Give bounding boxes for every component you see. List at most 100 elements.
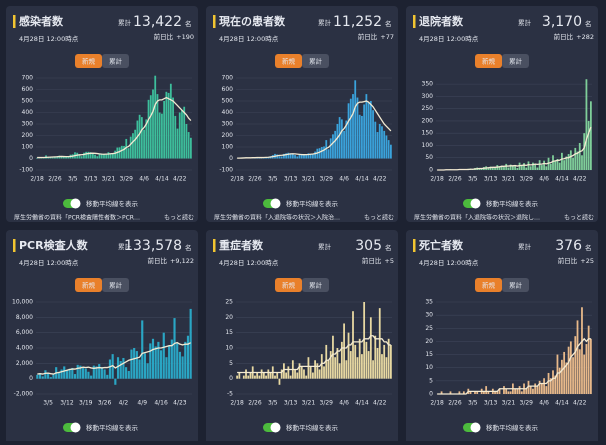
bar	[74, 374, 76, 379]
bar	[133, 348, 135, 379]
tab-label[interactable]: 累計	[509, 281, 523, 290]
x-tick-label: 3/21	[502, 400, 516, 407]
bar	[143, 130, 145, 159]
bar	[539, 381, 541, 394]
bar	[114, 379, 116, 385]
bar	[586, 79, 588, 170]
tab-label[interactable]: 新規	[282, 57, 296, 66]
tab-label[interactable]: 累計	[309, 57, 323, 66]
x-tick-label: 3/13	[484, 176, 498, 183]
bar	[120, 361, 122, 379]
bar	[537, 386, 539, 394]
bar	[552, 370, 554, 394]
bar	[381, 354, 383, 379]
bar	[383, 131, 385, 159]
bar	[523, 163, 525, 170]
toggle-knob[interactable]	[471, 199, 481, 209]
x-tick-label: 4/2	[119, 400, 129, 407]
tab-label[interactable]: 累計	[109, 57, 123, 66]
bar	[505, 164, 507, 170]
toggle-label[interactable]: 移動平均線を表示	[286, 199, 339, 208]
bar	[103, 154, 105, 158]
bar	[352, 311, 354, 378]
tab-label[interactable]: 新規	[282, 281, 296, 290]
bar	[308, 357, 310, 378]
diff-value: +190	[176, 33, 194, 41]
toggle-label[interactable]: 移動平均線を表示	[86, 199, 139, 208]
total-unit: 名	[585, 19, 592, 28]
toggle-knob[interactable]	[271, 199, 281, 209]
tab-label[interactable]: 新規	[482, 281, 496, 290]
bar	[36, 375, 38, 379]
tab-label[interactable]: 新規	[82, 281, 96, 290]
bar	[128, 371, 130, 379]
bar	[159, 113, 161, 159]
y-tick-label: 5	[229, 360, 233, 367]
as-of-date: 4月28日 12:00時点	[419, 35, 479, 43]
tab-label[interactable]: 新規	[82, 57, 96, 66]
bar	[141, 117, 143, 158]
x-tick-label: 3/21	[102, 176, 116, 183]
x-tick-label: 3/5	[268, 176, 278, 183]
bar	[161, 114, 163, 159]
total-value: 305	[355, 238, 382, 254]
bar	[343, 131, 345, 159]
toggle-label[interactable]: 移動平均線を表示	[486, 423, 539, 432]
y-tick-label: 0	[429, 391, 433, 398]
total-label: 累計	[118, 18, 132, 27]
read-more[interactable]: もっと読む	[564, 214, 594, 222]
y-tick-label: 250	[422, 105, 434, 112]
y-tick-label: 200	[222, 132, 234, 139]
diff-label: 前日比	[358, 32, 378, 41]
toggle-label[interactable]: 移動平均線を表示	[86, 423, 139, 432]
bar	[296, 156, 298, 158]
x-tick-label: 3/29	[120, 176, 134, 183]
read-more[interactable]: もっと読む	[164, 214, 194, 222]
toggle-knob[interactable]	[71, 423, 81, 433]
tab-label[interactable]: 累計	[309, 281, 323, 290]
x-tick-label: 3/5	[68, 176, 78, 183]
total-value: 133,578	[124, 238, 182, 254]
tab-label[interactable]: 累計	[109, 281, 123, 290]
toggle-label[interactable]: 移動平均線を表示	[486, 199, 539, 208]
bar	[561, 360, 563, 394]
bar	[563, 160, 565, 170]
tab-label[interactable]: 累計	[509, 57, 523, 66]
total-value: 13,422	[133, 14, 182, 30]
toggle-label[interactable]: 移動平均線を表示	[286, 423, 339, 432]
bar	[245, 369, 247, 378]
bar	[190, 138, 192, 159]
bar	[579, 349, 581, 394]
toggle-knob[interactable]	[471, 423, 481, 433]
x-tick-label: 4/6	[339, 176, 349, 183]
x-tick-label: 2/18	[30, 176, 44, 183]
x-tick-label: 3/5	[468, 400, 478, 407]
bar	[101, 367, 103, 379]
toggle-knob[interactable]	[271, 423, 281, 433]
tab-label[interactable]: 新規	[482, 57, 496, 66]
x-tick-label: 2/18	[430, 176, 444, 183]
bar	[381, 126, 383, 158]
y-tick-label: 30	[425, 312, 433, 319]
y-tick-label: 500	[222, 98, 234, 105]
total-value: 3,170	[542, 14, 582, 30]
y-tick-label: 10	[425, 364, 433, 371]
bar	[83, 153, 85, 159]
read-more[interactable]: もっと読む	[364, 214, 394, 222]
bar	[299, 363, 301, 378]
x-tick-label: 2/18	[430, 400, 444, 407]
bar	[157, 94, 159, 158]
bar	[581, 307, 583, 394]
y-tick-label: 25	[425, 325, 433, 332]
bar	[514, 389, 516, 394]
bar	[117, 357, 119, 378]
title-accent	[413, 15, 416, 28]
toggle-knob[interactable]	[71, 199, 81, 209]
y-tick-label: 4,000	[16, 345, 33, 352]
bar	[152, 339, 154, 379]
x-tick-label: 4/22	[373, 400, 387, 407]
bar	[87, 152, 89, 159]
bar	[141, 320, 143, 378]
bar	[181, 110, 183, 158]
